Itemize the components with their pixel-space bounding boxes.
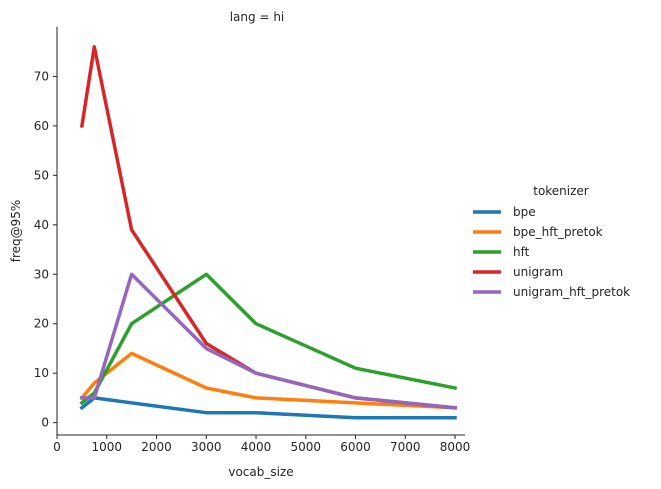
y-tick-label: 0 [41,416,49,430]
series-line-hft [79,272,458,406]
legend-label: unigram [513,265,563,279]
x-tick-label: 3000 [191,440,222,454]
x-tick-label: 7000 [390,440,421,454]
x-tick-label: 1000 [91,440,122,454]
y-axis-label: freq@95% [9,200,23,263]
x-tick-label: 0 [53,440,61,454]
x-tick-label: 2000 [141,440,172,454]
legend-label: bpe [513,205,536,219]
y-tick-label: 10 [34,366,49,380]
x-tick-label: 5000 [291,440,322,454]
series-line-unigram [79,45,457,410]
legend-label: hft [513,245,530,259]
x-tick-label: 8000 [440,440,471,454]
y-tick-label: 60 [34,119,49,133]
legend-item: hft [473,245,530,259]
x-axis-label: vocab_size [228,465,293,479]
legend-item: bpe_hft_pretok [473,225,603,239]
legend-title: tokenizer [533,184,589,198]
y-tick-label: 50 [34,168,49,182]
y-tick-label: 20 [34,317,49,331]
legend-item: bpe [473,205,536,219]
legend-item: unigram [473,265,563,279]
plot-lines [79,45,458,420]
legend-label: unigram_hft_pretok [513,285,630,299]
y-ticks: 0 10 20 30 40 50 60 70 [34,69,57,430]
x-ticks: 0 1000 2000 3000 4000 5000 6000 7000 8000 [53,435,470,454]
x-tick-label: 6000 [340,440,371,454]
legend-item: unigram_hft_pretok [473,285,630,299]
y-tick-label: 40 [34,218,49,232]
series-line-unigram-hft-pretok [80,272,457,410]
chart-title: lang = hi [230,10,285,24]
y-tick-label: 70 [34,69,49,83]
x-tick-label: 4000 [241,440,272,454]
legend-label: bpe_hft_pretok [513,225,603,239]
y-tick-label: 30 [34,267,49,281]
series-line-bpe-hft-pretok [79,351,457,410]
